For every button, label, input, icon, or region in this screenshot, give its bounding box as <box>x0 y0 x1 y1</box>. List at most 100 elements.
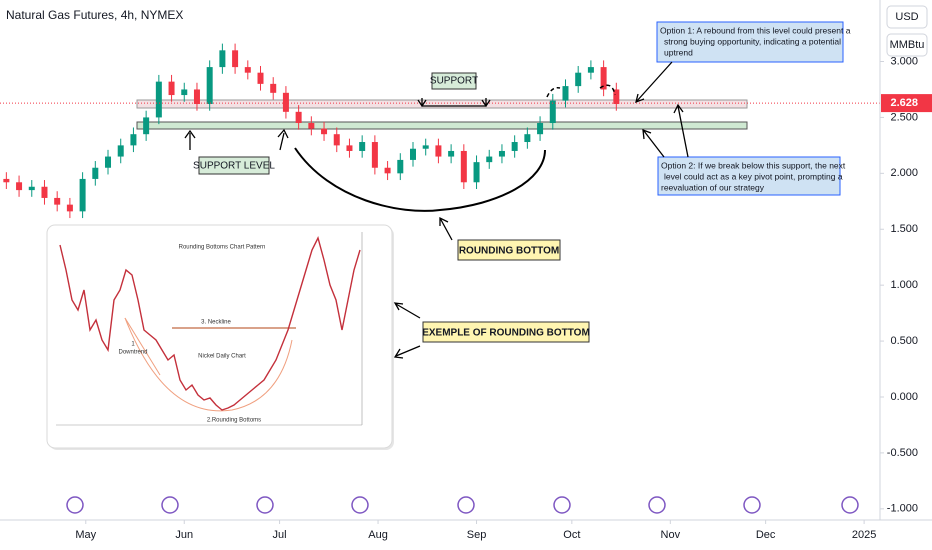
candle-body <box>143 117 150 135</box>
candle-body <box>333 134 340 146</box>
axis: 3.000 2.500 2.000 1.500 1.000 0.500 0.000 -0.50… <box>75 55 932 541</box>
candle-body <box>524 134 531 143</box>
example-box <box>422 321 590 343</box>
option1-text: uptrend <box>664 47 693 57</box>
event-icon[interactable] <box>161 496 179 514</box>
candle-body <box>244 67 251 73</box>
event-icon[interactable] <box>457 496 475 514</box>
candle-body <box>371 142 378 168</box>
candle-body <box>587 67 594 73</box>
unit-button[interactable] <box>886 33 928 57</box>
candle-body <box>295 111 302 124</box>
candle-body <box>359 142 366 151</box>
candle-body <box>66 204 73 212</box>
candle-body <box>28 186 35 191</box>
inset-downtrend-label: 1 <box>131 342 135 348</box>
y-tick-label: 1.500 <box>890 223 918 235</box>
inset-curve <box>124 317 293 412</box>
candle-body <box>397 159 404 174</box>
support-box <box>431 72 477 90</box>
option1-arrow <box>635 61 673 104</box>
candle-body <box>346 145 353 151</box>
y-tick-label: -1.000 <box>887 503 918 515</box>
unit-label[interactable]: MMBtu <box>890 39 925 51</box>
event-icon[interactable] <box>648 496 666 514</box>
inset-chart-label: Nickel Daily Chart <box>198 354 246 360</box>
x-tick-label: Aug <box>368 529 388 541</box>
candle-body <box>613 89 620 104</box>
x-tick-label: 2025 <box>852 529 876 541</box>
chart-title: Natural Gas Futures, 4h, NYMEX <box>6 8 183 22</box>
inset-bottom-label: 2.Rounding Bottoms <box>207 418 261 424</box>
swing-marks <box>546 84 616 98</box>
y-tick-label: 2.500 <box>890 111 918 123</box>
option2-text: reevaluation of our strategy <box>661 182 765 192</box>
support-zone <box>136 121 748 130</box>
candle-body <box>105 156 112 168</box>
event-icon[interactable] <box>743 496 761 514</box>
support-arrows <box>184 128 289 151</box>
x-tick-label: Oct <box>563 529 580 541</box>
example-arrows <box>393 302 421 359</box>
support-label: SUPPORT <box>430 76 478 87</box>
rounding-bottom-box <box>457 239 561 261</box>
currency-label[interactable]: USD <box>895 11 918 23</box>
candle-body <box>181 89 188 96</box>
rounding-curve <box>294 147 546 212</box>
event-icon[interactable] <box>256 496 274 514</box>
candle-body <box>257 72 264 84</box>
inset-price <box>59 236 361 411</box>
x-tick-label: Nov <box>661 529 681 541</box>
support-level-box <box>198 156 270 175</box>
candle-body <box>473 162 480 183</box>
last-price-label: 2.628 <box>890 97 918 109</box>
candle-body <box>219 50 226 68</box>
event-icon[interactable] <box>351 496 369 514</box>
x-tick-label: Sep <box>467 529 487 541</box>
candle-body <box>384 167 391 174</box>
rounding-arrow <box>439 216 453 241</box>
candle-body <box>321 128 328 135</box>
option1-text: Option 1: A rebound from this level coul… <box>660 25 851 35</box>
event-icon[interactable] <box>841 496 859 514</box>
rounding-bottom-label: ROUNDING BOTTOM <box>459 246 559 257</box>
candle-body <box>435 145 442 157</box>
candle-body <box>79 178 86 212</box>
candle-body <box>92 167 99 179</box>
y-tick-label: 0.500 <box>890 335 918 347</box>
candle-body <box>16 182 23 191</box>
candle-body <box>270 83 277 93</box>
last-price-tag <box>881 94 932 113</box>
y-tick-label: 2.000 <box>890 167 918 179</box>
candle-body <box>282 92 289 112</box>
candle-body <box>54 197 61 205</box>
event-icon[interactable] <box>66 496 84 514</box>
candle-body <box>232 50 239 68</box>
event-icons <box>66 496 859 514</box>
example-label: EXEMPLE OF ROUNDING BOTTOM <box>422 328 590 339</box>
x-tick-label: Jun <box>175 529 193 541</box>
candle-body <box>41 186 48 198</box>
candle-body <box>130 134 137 146</box>
y-tick-label: 3.000 <box>890 55 918 67</box>
candle-body <box>460 150 467 183</box>
y-tick-label: 0.000 <box>890 391 918 403</box>
event-icon[interactable] <box>553 496 571 514</box>
support-bracket <box>417 98 491 108</box>
candle-body <box>600 67 607 90</box>
option2-text: Option 2: If we break below this support… <box>661 160 846 170</box>
candle-body <box>486 156 493 163</box>
candle-body <box>409 148 416 160</box>
y-tick-label: -0.500 <box>887 447 918 459</box>
currency-button[interactable] <box>886 5 928 29</box>
option2-text: level could act as a key pivot point, pr… <box>664 171 843 181</box>
candle-body <box>448 150 455 157</box>
x-tick-label: May <box>75 529 96 541</box>
support-level-label: SUPPORT LEVEL <box>193 161 275 172</box>
option2-box <box>657 156 841 196</box>
candles <box>3 43 620 219</box>
support-zone <box>136 99 748 109</box>
candle-body <box>117 145 124 157</box>
inset-title: Rounding Bottoms Chart Pattern <box>179 245 266 251</box>
